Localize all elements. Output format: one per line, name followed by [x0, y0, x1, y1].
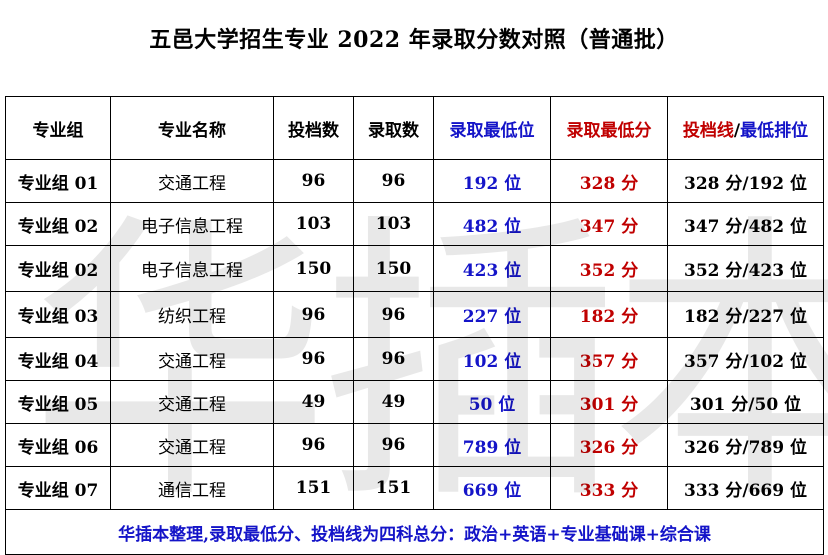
- cell-min-rank: 789 位: [433, 423, 551, 467]
- header-line: 投档线/最低排位: [667, 96, 824, 160]
- cell-major: 电子信息工程: [110, 202, 274, 246]
- cell-min-score: 182 分: [550, 291, 668, 338]
- table-row: 专业组 02 电子信息工程 150 150 423 位 352 分 352 分/…: [5, 245, 824, 292]
- header-min-rank: 录取最低位: [433, 96, 551, 160]
- cell-group: 专业组 02: [5, 202, 111, 246]
- cell-min-score: 347 分: [550, 202, 668, 246]
- cell-admitted: 150: [353, 245, 434, 292]
- header-admitted: 录取数: [353, 96, 434, 160]
- cell-major: 交通工程: [110, 159, 274, 203]
- cell-filed: 96: [273, 337, 354, 381]
- cell-group: 专业组 05: [5, 380, 111, 424]
- cell-filed: 150: [273, 245, 354, 292]
- cell-line: 326 分/789 位: [667, 423, 824, 467]
- cell-min-score: 328 分: [550, 159, 668, 203]
- table-row: 专业组 05 交通工程 49 49 50 位 301 分 301 分/50 位: [5, 380, 824, 424]
- cell-major: 交通工程: [110, 337, 274, 381]
- cell-admitted: 49: [353, 380, 434, 424]
- cell-min-rank: 50 位: [433, 380, 551, 424]
- cell-admitted: 96: [353, 159, 434, 203]
- cell-major: 交通工程: [110, 423, 274, 467]
- header-line-part1: 投档线: [682, 120, 734, 141]
- cell-line: 301 分/50 位: [667, 380, 824, 424]
- header-filed: 投档数: [273, 96, 354, 160]
- header-line-part2: 最低排位: [740, 120, 809, 141]
- cell-admitted: 103: [353, 202, 434, 246]
- cell-admitted: 96: [353, 291, 434, 338]
- cell-min-rank: 669 位: [433, 466, 551, 510]
- cell-admitted: 151: [353, 466, 434, 510]
- cell-filed: 151: [273, 466, 354, 510]
- footnote-row: 华插本整理,录取最低分、投档线为四科总分：政治+英语+专业基础课+综合课: [5, 509, 824, 555]
- cell-group: 专业组 03: [5, 291, 111, 338]
- cell-min-rank: 227 位: [433, 291, 551, 338]
- cell-admitted: 96: [353, 423, 434, 467]
- cell-filed: 103: [273, 202, 354, 246]
- header-min-score: 录取最低分: [550, 96, 668, 160]
- table-row: 专业组 03 纺织工程 96 96 227 位 182 分 182 分/227 …: [5, 291, 824, 338]
- admission-table: 专业组 专业名称 投档数 录取数 录取最低位 录取最低分 投档线/最低排位 专业…: [5, 96, 824, 555]
- header-major: 专业名称: [110, 96, 274, 160]
- table-row: 专业组 04 交通工程 96 96 102 位 357 分 357 分/102 …: [5, 337, 824, 381]
- cell-admitted: 96: [353, 337, 434, 381]
- cell-group: 专业组 06: [5, 423, 111, 467]
- cell-min-rank: 482 位: [433, 202, 551, 246]
- footnote: 华插本整理,录取最低分、投档线为四科总分：政治+英语+专业基础课+综合课: [5, 509, 824, 555]
- cell-min-rank: 102 位: [433, 337, 551, 381]
- cell-line: 333 分/669 位: [667, 466, 824, 510]
- cell-filed: 49: [273, 380, 354, 424]
- cell-line: 347 分/482 位: [667, 202, 824, 246]
- table-row: 专业组 06 交通工程 96 96 789 位 326 分 326 分/789 …: [5, 423, 824, 467]
- table-header-row: 专业组 专业名称 投档数 录取数 录取最低位 录取最低分 投档线/最低排位: [5, 96, 824, 160]
- cell-min-score: 352 分: [550, 245, 668, 292]
- cell-min-score: 326 分: [550, 423, 668, 467]
- cell-min-rank: 423 位: [433, 245, 551, 292]
- cell-group: 专业组 07: [5, 466, 111, 510]
- cell-major: 电子信息工程: [110, 245, 274, 292]
- cell-line: 352 分/423 位: [667, 245, 824, 292]
- cell-min-score: 357 分: [550, 337, 668, 381]
- cell-min-score: 333 分: [550, 466, 668, 510]
- cell-line: 357 分/102 位: [667, 337, 824, 381]
- cell-major: 交通工程: [110, 380, 274, 424]
- cell-filed: 96: [273, 159, 354, 203]
- cell-filed: 96: [273, 423, 354, 467]
- cell-min-rank: 192 位: [433, 159, 551, 203]
- cell-group: 专业组 04: [5, 337, 111, 381]
- cell-filed: 96: [273, 291, 354, 338]
- cell-group: 专业组 02: [5, 245, 111, 292]
- cell-group: 专业组 01: [5, 159, 111, 203]
- cell-line: 182 分/227 位: [667, 291, 824, 338]
- cell-major: 通信工程: [110, 466, 274, 510]
- header-group: 专业组: [5, 96, 111, 160]
- cell-line: 328 分/192 位: [667, 159, 824, 203]
- cell-min-score: 301 分: [550, 380, 668, 424]
- table-row: 专业组 02 电子信息工程 103 103 482 位 347 分 347 分/…: [5, 202, 824, 246]
- table-row: 专业组 01 交通工程 96 96 192 位 328 分 328 分/192 …: [5, 159, 824, 203]
- header-line-sep: /: [733, 120, 741, 141]
- page-title: 五邑大学招生专业 2022 年录取分数对照（普通批）: [149, 27, 679, 53]
- cell-major: 纺织工程: [110, 291, 274, 338]
- table-row: 专业组 07 通信工程 151 151 669 位 333 分 333 分/66…: [5, 466, 824, 510]
